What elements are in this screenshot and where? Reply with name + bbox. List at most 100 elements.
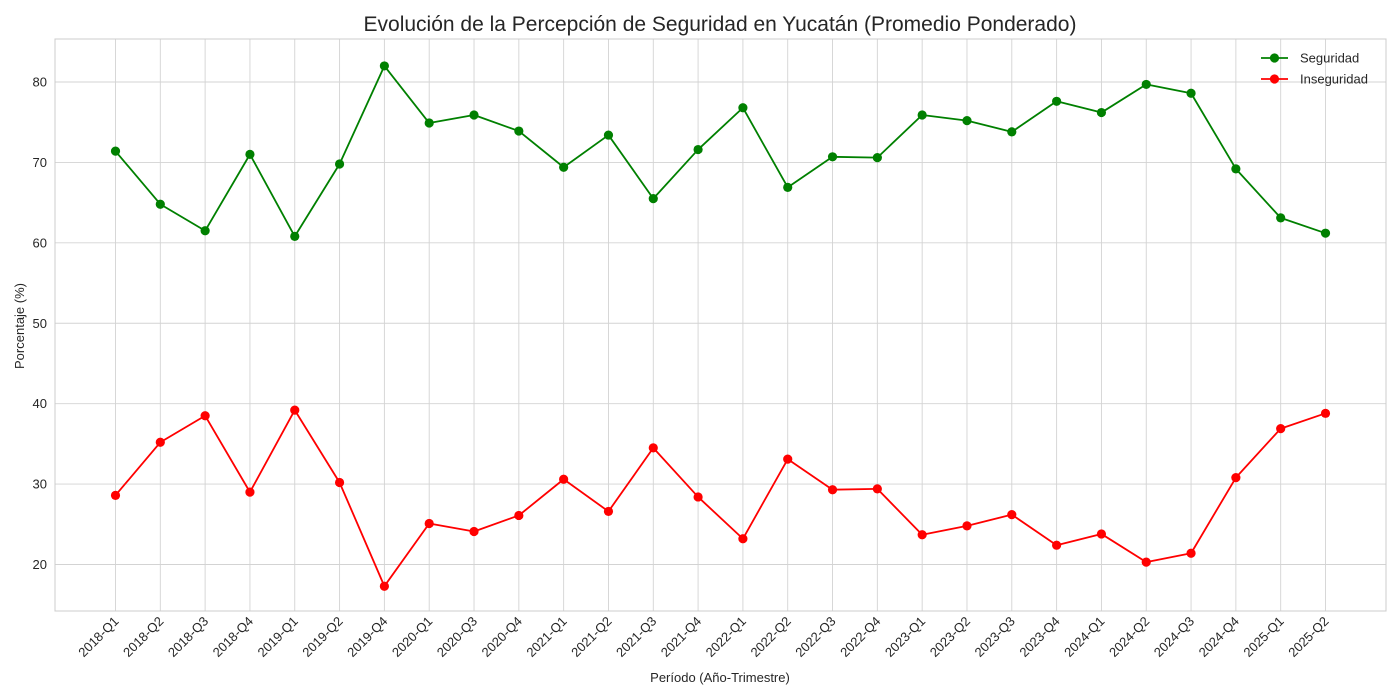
data-point [738,103,748,113]
x-tick-label: 2020-Q3 [434,614,480,660]
data-point [648,194,658,204]
data-point [783,182,793,192]
legend-marker [1269,74,1280,84]
data-point [1276,213,1286,223]
data-point [1096,107,1107,118]
x-tick-label: 2024-Q4 [1196,614,1242,660]
x-tick-label: 2024-Q1 [1061,614,1107,660]
data-point [334,477,345,488]
data-point [469,110,479,120]
x-tick-label: 2018-Q4 [210,614,256,660]
x-tick-label: 2025-Q1 [1240,614,1286,660]
data-point [290,405,300,415]
data-point [1186,548,1196,558]
data-point [514,126,524,136]
data-point [917,530,927,540]
x-tick-label: 2021-Q4 [658,614,704,660]
y-tick-label: 70 [33,155,47,170]
x-tick-label: 2018-Q2 [120,614,166,660]
data-point [1231,164,1241,174]
series-line [114,65,1326,238]
data-point [917,110,927,120]
grid [55,39,1386,611]
legend-label: Seguridad [1300,51,1359,66]
data-point [1231,473,1241,483]
data-point [200,226,210,236]
data-point [603,130,614,140]
legend-label: Inseguridad [1300,72,1368,87]
data-point [693,144,703,155]
y-tick-label: 20 [33,557,47,572]
x-tick-label: 2022-Q2 [747,614,793,660]
data-point [738,534,748,544]
data-point [424,518,434,529]
y-tick-label: 30 [33,477,47,492]
data-point [648,443,658,453]
data-point [245,487,255,497]
x-tick-label: 2023-Q4 [1016,614,1062,660]
y-tick-label: 40 [33,396,47,411]
data-point [200,411,210,421]
data-point [379,61,389,71]
series-inseguridad [110,405,1331,591]
data-point [1186,88,1196,98]
y-axis-ticks: 20 30 40 50 60 70 80 [33,75,47,573]
x-tick-label: 2021-Q3 [613,614,659,660]
data-point [334,159,345,169]
x-tick-label: 2022-Q3 [792,614,838,660]
data-point [872,152,882,163]
legend-marker [1269,53,1280,63]
y-axis-label: Porcentaje (%) [12,283,27,369]
x-tick-label: 2021-Q1 [523,614,569,660]
x-axis-label: Período (Año-Trimestre) [650,670,790,685]
data-point [1007,127,1017,137]
data-point [872,484,882,494]
x-tick-label: 2023-Q3 [972,614,1018,660]
data-point [827,152,838,162]
data-point [110,146,121,156]
x-tick-label: 2020-Q4 [479,614,525,660]
data-point [1276,423,1286,434]
x-tick-label: 2019-Q4 [344,614,390,660]
data-point [469,526,479,537]
data-point [1320,228,1331,238]
data-point [155,437,165,447]
y-tick-label: 80 [33,75,47,90]
data-point [1052,96,1062,106]
data-point [245,149,255,159]
data-point [1096,529,1107,539]
y-tick-label: 60 [33,235,47,250]
data-point [1141,79,1151,90]
data-point [559,474,569,484]
x-tick-label: 2021-Q2 [568,614,614,660]
x-tick-label: 2019-Q1 [254,614,300,660]
data-point [559,162,569,172]
data-point [827,485,838,495]
x-tick-label: 2019-Q2 [299,614,345,660]
legend: Seguridad Inseguridad [1261,51,1368,87]
data-point [1320,408,1331,418]
x-tick-label: 2023-Q1 [882,614,928,660]
data-point [110,490,121,500]
data-point [1007,510,1017,520]
data-point [155,199,165,209]
x-axis-ticks: 2018-Q12018-Q22018-Q32018-Q42019-Q12019-… [75,614,1331,660]
data-point [962,521,972,531]
data-point [962,116,972,126]
data-point [424,118,434,128]
chart-title: Evolución de la Percepción de Seguridad … [364,13,1077,36]
series-layer [110,61,1331,591]
y-tick-label: 50 [33,316,47,331]
series-seguridad [110,61,1331,241]
data-point [290,231,300,241]
data-point [379,581,389,591]
x-tick-label: 2025-Q2 [1285,614,1331,660]
data-point [1141,557,1151,567]
data-point [1052,540,1062,550]
x-tick-label: 2020-Q1 [389,614,435,660]
data-point [783,454,793,464]
x-tick-label: 2024-Q3 [1151,614,1197,660]
legend-item: Inseguridad [1261,72,1368,87]
plot-frame [54,38,1387,612]
